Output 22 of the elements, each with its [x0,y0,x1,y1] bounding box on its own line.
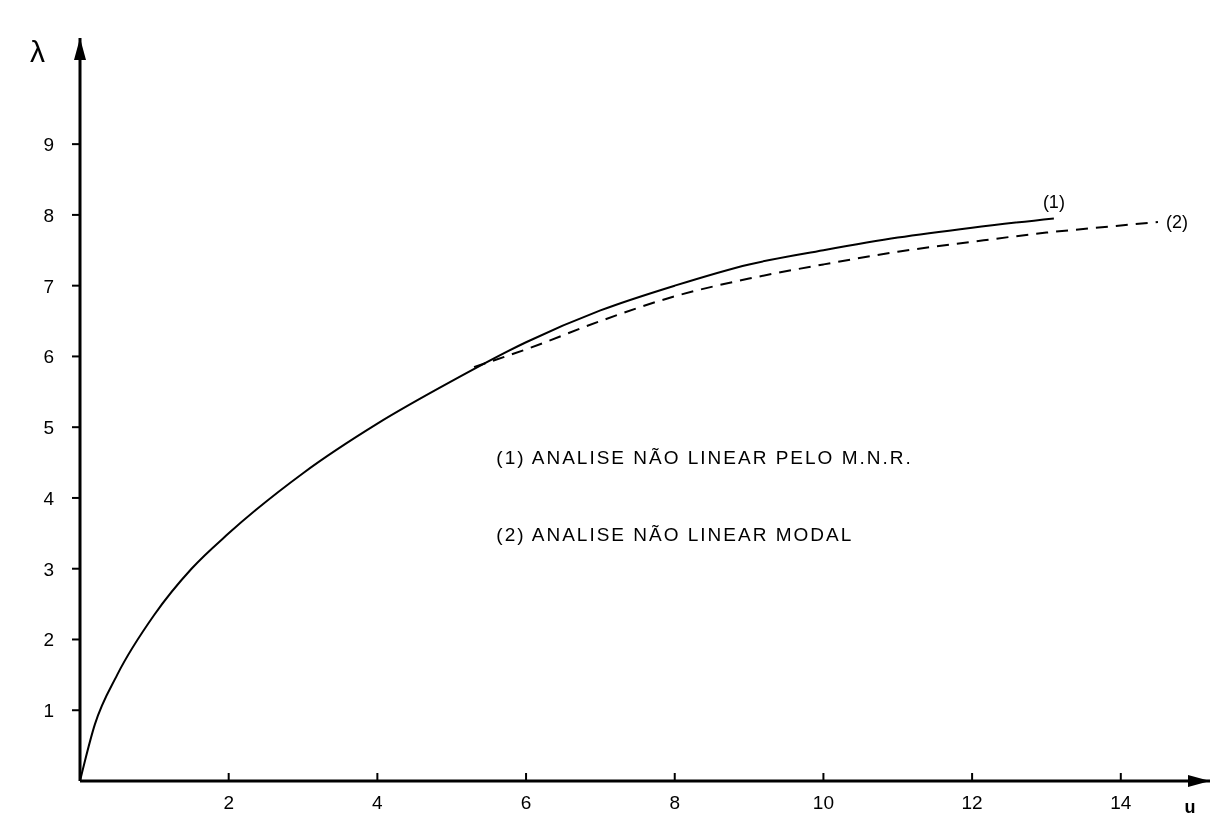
x-tick-label: 4 [372,792,384,813]
annotation: (2) ANALISE NÃO LINEAR MODAL [496,523,854,545]
x-tick-label: 8 [669,792,681,813]
y-tick-label: 8 [43,204,54,226]
series-label: (2) [1165,211,1188,232]
y-tick-label: 2 [43,629,54,651]
x-tick-label: 6 [520,792,532,813]
x-tick-label: 14 [1110,792,1132,813]
y-tick-label: 4 [43,487,55,509]
x-axis-title: u [1184,797,1196,817]
y-axis-title: λ [30,35,45,68]
series-label: (1) [1042,192,1065,213]
y-tick-label: 1 [43,700,54,722]
x-tick-label: 12 [961,792,983,813]
y-tick-label: 6 [43,346,54,368]
y-tick-label: 5 [43,417,54,439]
annotation: (1) ANALISE NÃO LINEAR PELO M.N.R. [496,446,913,468]
y-tick-label: 3 [43,558,54,580]
x-tick-label: 10 [812,792,834,813]
x-tick-label: 2 [223,792,234,813]
y-tick-label: 7 [43,275,54,297]
y-tick-label: 9 [43,134,54,156]
